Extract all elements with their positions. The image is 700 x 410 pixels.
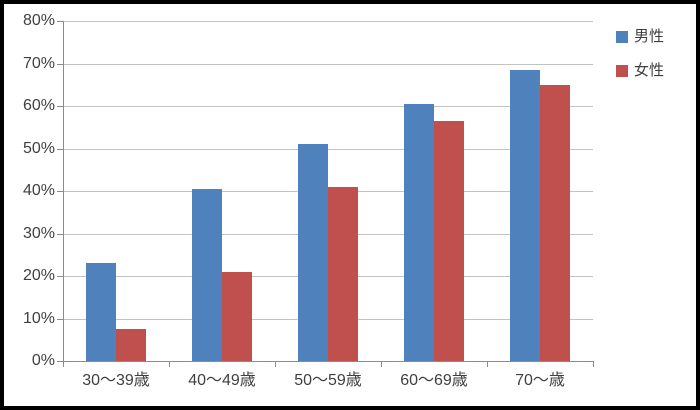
y-axis-line (63, 21, 64, 361)
y-axis-label-20: 20% (22, 267, 55, 284)
x-axis-label-4: 70〜歳 (515, 372, 565, 389)
y-tick-80 (57, 21, 63, 22)
y-axis-label-60: 60% (22, 97, 55, 114)
y-tick-70 (57, 63, 63, 65)
y-axis-label-40: 40% (22, 182, 55, 199)
bar-female-0 (116, 329, 146, 361)
bar-female-4 (540, 84, 570, 361)
legend-item-male: 男性 (616, 29, 664, 44)
x-tick-4 (487, 362, 488, 367)
legend-swatch-male (616, 30, 628, 43)
x-tick-3 (381, 362, 382, 367)
y-tick-40 (57, 191, 63, 192)
y-tick-50 (57, 148, 63, 150)
y-tick-10 (57, 318, 63, 320)
bar-female-2 (328, 186, 358, 361)
bar-male-3 (404, 103, 434, 361)
legend-item-female: 女性 (616, 63, 664, 78)
y-axis-label-50: 50% (22, 139, 55, 157)
legend-swatch-female (616, 64, 628, 77)
y-tick-60 (57, 106, 63, 107)
bar-male-1 (192, 188, 222, 361)
y-tick-20 (57, 276, 63, 277)
x-axis-line (63, 361, 594, 362)
bar-female-3 (434, 120, 464, 361)
gridline-80 (63, 21, 593, 22)
gridline-70 (63, 63, 593, 65)
y-axis-label-10: 10% (22, 309, 55, 327)
legend-label-female: 女性 (634, 62, 665, 79)
x-tick-0 (63, 362, 64, 367)
bar-male-4 (510, 69, 540, 361)
x-tick-2 (275, 362, 276, 367)
gridline-50 (63, 148, 593, 150)
x-axis-label-3: 60〜69歳 (400, 372, 468, 389)
y-tick-30 (57, 233, 63, 235)
legend-label-male: 男性 (634, 28, 665, 45)
bar-female-1 (222, 271, 252, 361)
y-tick-0 (57, 361, 63, 362)
y-axis-label-30: 30% (22, 224, 55, 242)
y-axis-label-80: 80% (22, 12, 55, 29)
x-axis-label-2: 50〜59歳 (294, 372, 362, 389)
bar-male-0 (86, 263, 116, 361)
y-axis-label-0: 0% (31, 352, 55, 369)
x-axis-label-0: 30〜39歳 (82, 372, 150, 389)
gridline-60 (63, 106, 593, 107)
y-axis-label-70: 70% (22, 54, 55, 72)
x-axis-label-1: 40〜49歳 (188, 372, 256, 389)
x-tick-1 (169, 362, 170, 367)
bar-male-2 (298, 144, 328, 361)
x-tick-5 (593, 362, 594, 367)
